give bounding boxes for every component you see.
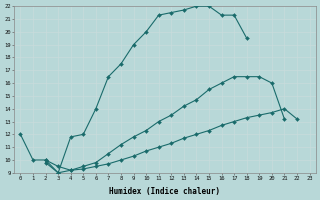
X-axis label: Humidex (Indice chaleur): Humidex (Indice chaleur) xyxy=(109,187,220,196)
